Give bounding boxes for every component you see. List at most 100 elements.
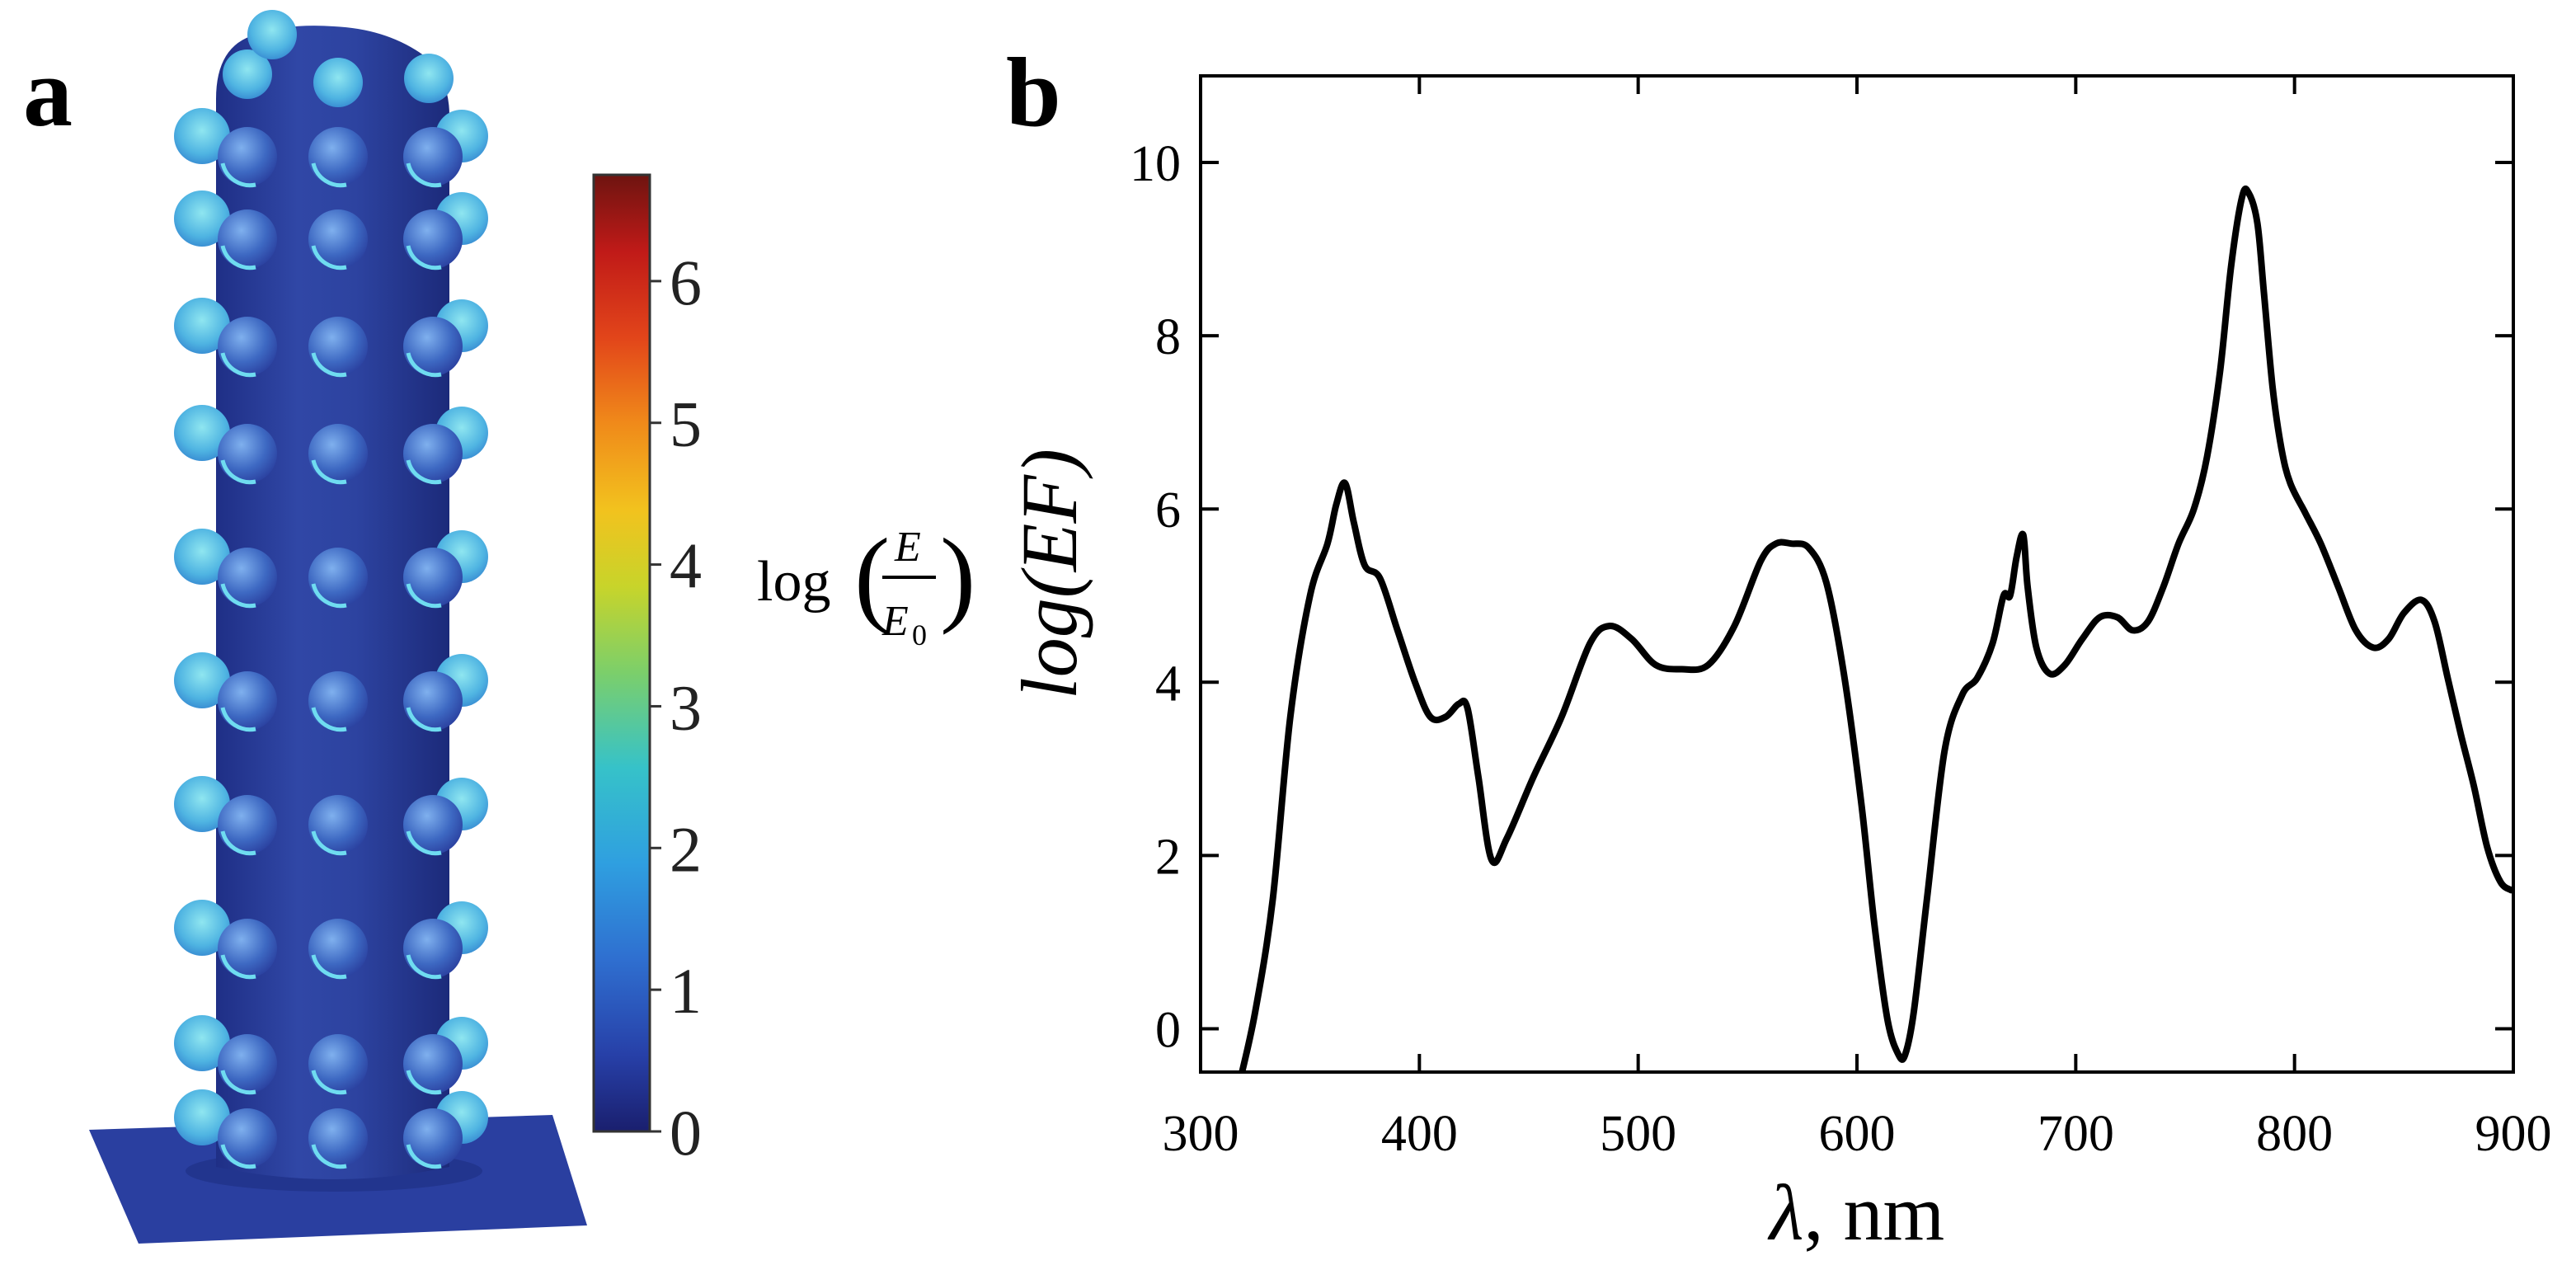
y-axis-ticks: 0 2 4 6 8 10: [1130, 136, 2513, 1058]
nanoparticle-highlight: [220, 352, 256, 378]
nanoparticle-highlight: [220, 162, 256, 188]
nanoparticle-edge: [174, 405, 230, 461]
nanoparticle-highlight: [220, 583, 256, 609]
colorbar-label-log: log: [757, 550, 830, 614]
nanoparticle-highlight: [311, 1144, 347, 1169]
x-axis-ticks: 300 400 500 600 700 800 900: [1163, 76, 2552, 1162]
nanoparticle-highlight: [220, 707, 256, 732]
nanoparticle-top: [247, 10, 297, 59]
nanoparticle: [218, 317, 277, 376]
nanoparticle: [403, 671, 463, 731]
nanoparticle-highlight: [311, 352, 347, 378]
nanoparticle: [403, 1034, 463, 1094]
nanoparticle-highlight: [406, 352, 442, 378]
colorbar-label-den: E: [881, 598, 909, 645]
y-tick-label: 8: [1155, 309, 1181, 365]
nanoparticle-edge: [174, 298, 230, 354]
y-tick-label: 2: [1155, 829, 1181, 885]
nanoparticle-highlight: [220, 1144, 256, 1169]
nanoparticle: [218, 127, 277, 186]
nanoparticle: [308, 1034, 368, 1094]
x-tick-label: 500: [1600, 1106, 1676, 1162]
nanoparticle-highlight: [220, 1070, 256, 1095]
nanoparticle: [218, 1108, 277, 1168]
nanoparticle: [218, 1034, 277, 1094]
nanoparticle-highlight: [220, 459, 256, 485]
x-tick-label: 700: [2038, 1106, 2114, 1162]
nanoparticle: [403, 317, 463, 376]
line-chart: 300 400 500 600 700 800 900 0 2 4 6 8 10 log(EF) λ,…: [1005, 74, 2552, 1257]
colorbar-gradient: [592, 173, 651, 1133]
nanoparticle-edge: [174, 652, 230, 708]
colorbar-label-num: E: [894, 524, 921, 571]
nanoparticle-top: [404, 54, 454, 103]
colorbar-tick-label: 5: [670, 388, 702, 460]
nanoparticle-top: [223, 49, 272, 99]
nanoparticle: [403, 127, 463, 186]
colorbar: 0 1 2 3 4 5 6 log ( E E 0 ): [592, 173, 975, 1169]
nanoparticle: [308, 671, 368, 731]
colorbar-tick-label: 1: [670, 955, 702, 1027]
nanoparticle-highlight: [406, 1070, 442, 1095]
nanoparticle: [403, 424, 463, 483]
panel-label-a: a: [23, 37, 73, 147]
nanoparticle-highlight: [220, 954, 256, 980]
nanoparticle-highlight: [311, 830, 347, 856]
nanoparticle-highlight: [406, 830, 442, 856]
nanoparticle-highlight: [406, 1144, 442, 1169]
sphere-array: [174, 10, 488, 1169]
panel-label-b: b: [1006, 37, 1061, 147]
nanoparticle: [218, 424, 277, 483]
nanoparticle-highlight: [406, 245, 442, 270]
colorbar-label: log ( E E 0 ): [757, 517, 975, 651]
nanoparticle: [218, 919, 277, 978]
colorbar-tick-label: 3: [670, 671, 702, 743]
x-tick-label: 400: [1381, 1106, 1458, 1162]
plot-frame: [1199, 74, 2515, 1074]
nanoparticle-edge: [174, 1089, 230, 1145]
nanoparticle-highlight: [311, 162, 347, 188]
x-axis-label-unit: , nm: [1803, 1169, 1944, 1257]
y-tick-label: 4: [1155, 656, 1181, 712]
nanoparticle-highlight: [311, 583, 347, 609]
nanoparticle: [308, 795, 368, 854]
nanoparticle-edge: [174, 776, 230, 832]
nanoparticle-highlight: [406, 459, 442, 485]
nanoparticle-edge: [174, 900, 230, 956]
x-tick-label: 900: [2475, 1106, 2552, 1162]
nanoparticle: [308, 209, 368, 269]
colorbar-tick-label: 4: [670, 530, 702, 602]
x-tick-label: 300: [1163, 1106, 1239, 1162]
nanoparticle-highlight: [220, 830, 256, 856]
nanoparticle-highlight: [311, 459, 347, 485]
x-axis-label: λ, nm: [1767, 1169, 1944, 1257]
nanoparticle-highlight: [406, 583, 442, 609]
nanoparticle-highlight: [220, 245, 256, 270]
y-axis-label: log(EF): [1005, 449, 1093, 699]
nanoparticle: [308, 424, 368, 483]
x-tick-label: 800: [2256, 1106, 2333, 1162]
nanoparticle: [218, 795, 277, 854]
nanoparticle-highlight: [311, 1070, 347, 1095]
nanoparticle-top: [313, 58, 363, 107]
nanoparticle-highlight: [311, 707, 347, 732]
x-tick-label: 600: [1819, 1106, 1896, 1162]
y-tick-label: 10: [1130, 136, 1181, 192]
nanoparticle-highlight: [406, 707, 442, 732]
series-line-log-ef: [1239, 185, 2513, 1072]
nanoparticle: [308, 317, 368, 376]
nanoparticle: [308, 1108, 368, 1168]
x-axis-label-symbol: λ: [1767, 1169, 1804, 1257]
colorbar-label-den-sub: 0: [912, 618, 927, 651]
colorbar-tick-label: 0: [670, 1097, 702, 1169]
nanoparticle-edge: [174, 1015, 230, 1071]
nanoparticle: [308, 127, 368, 186]
nanoparticle: [308, 919, 368, 978]
nanoparticle: [403, 919, 463, 978]
nanoparticle-highlight: [406, 162, 442, 188]
nanoparticle: [308, 548, 368, 607]
nanoparticle: [403, 1108, 463, 1168]
y-tick-label: 0: [1155, 1002, 1181, 1058]
nanoparticle-edge: [174, 529, 230, 585]
